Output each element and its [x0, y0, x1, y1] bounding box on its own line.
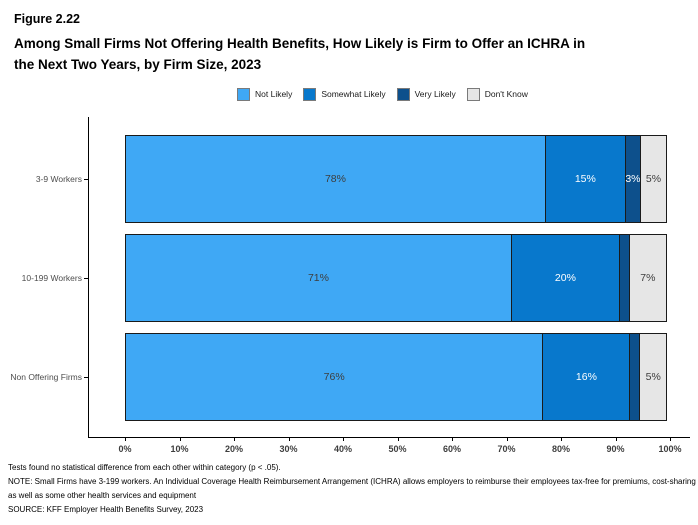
- value-label: 7%: [640, 272, 656, 284]
- legend: Not Likely Somewhat Likely Very Likely Don'…: [237, 86, 528, 102]
- x-axis-tick: [615, 437, 617, 441]
- footnotes: Tests found no statistical difference fr…: [8, 461, 696, 517]
- value-label: 16%: [575, 371, 597, 383]
- footnote-stats: Tests found no statistical difference fr…: [8, 463, 281, 472]
- footnote-source: SOURCE: KFF Employer Health Benefits Sur…: [8, 505, 204, 514]
- y-axis-tick: [84, 377, 88, 378]
- legend-label-don-t-know: Don't Know: [484, 89, 528, 99]
- bar-10-199-workers: 71% 20% 7%: [125, 234, 670, 322]
- legend-label-somewhat-likely: Somewhat Likely: [321, 89, 386, 99]
- bar-3-9-workers-segment-very-likely: 3%: [624, 135, 642, 223]
- x-axis-label-60: 60%: [442, 444, 461, 454]
- bar-10-199-workers-segment-don-t-know: 7%: [628, 234, 667, 322]
- legend-swatch-somewhat-likely: [303, 87, 317, 101]
- value-label: 20%: [554, 272, 576, 284]
- legend-label-not-likely: Not Likely: [255, 89, 293, 99]
- bar-10-199-workers-segment-somewhat-likely: 20%: [510, 234, 620, 322]
- bar-3-9-workers-segment-not-likely: 78%: [125, 135, 546, 223]
- figure-number: Figure 2.22: [14, 12, 80, 26]
- bar-non-offering-firms-segment-somewhat-likely: 16%: [542, 333, 631, 421]
- legend-swatch-don-t-know: [466, 87, 480, 101]
- value-label: 15%: [574, 173, 596, 185]
- x-axis-tick: [670, 437, 671, 441]
- x-axis-tick: [397, 437, 399, 441]
- y-axis-line: [88, 117, 89, 437]
- y-axis-label-10-199-workers: 10-199 Workers: [21, 273, 82, 283]
- x-axis-tick: [343, 437, 344, 441]
- footnote-note: NOTE: Small Firms have 3-199 workers. An…: [8, 477, 696, 500]
- value-label: 78%: [324, 173, 346, 185]
- legend-label-very-likely: Very Likely: [414, 89, 456, 99]
- x-axis-tick: [506, 437, 508, 441]
- x-axis-label-40: 40%: [333, 444, 352, 454]
- x-axis-tick: [288, 437, 290, 441]
- legend-item-don-t-know: Don't Know: [466, 87, 528, 101]
- x-axis-label-20: 20%: [224, 444, 243, 454]
- y-axis-tick: [84, 179, 88, 180]
- legend-item-very-likely: Very Likely: [396, 87, 456, 101]
- legend-swatch-very-likely: [396, 87, 410, 101]
- bar-non-offering-firms-segment-don-t-know: 5%: [639, 333, 667, 421]
- bar-non-offering-firms-segment-not-likely: 76%: [125, 333, 544, 421]
- title-line-1: Among Small Firms Not Offering Health Be…: [14, 36, 586, 51]
- x-axis-label-70: 70%: [497, 444, 516, 454]
- x-axis-label-90: 90%: [606, 444, 625, 454]
- x-axis-label-50: 50%: [388, 444, 407, 454]
- x-axis-label-100: 100%: [658, 444, 682, 454]
- x-axis-label-30: 30%: [279, 444, 298, 454]
- value-label: 5%: [645, 371, 661, 383]
- x-axis-line: [88, 437, 690, 438]
- legend-item-somewhat-likely: Somewhat Likely: [303, 87, 386, 101]
- x-axis-label-10: 10%: [170, 444, 189, 454]
- bar-3-9-workers-segment-somewhat-likely: 15%: [544, 135, 626, 223]
- page-title: Among Small Firms Not Offering Health Be…: [14, 33, 684, 75]
- x-axis-label-80: 80%: [551, 444, 570, 454]
- x-axis-tick: [234, 437, 235, 441]
- bar-3-9-workers-segment-don-t-know: 5%: [640, 135, 667, 223]
- bar-3-9-workers: 78% 15% 3% 5%: [125, 135, 670, 223]
- x-axis-tick: [179, 437, 181, 441]
- x-axis-tick: [452, 437, 453, 441]
- bar-non-offering-firms: 76% 16% 5%: [125, 333, 670, 421]
- title-line-2: the Next Two Years, by Firm Size, 2023: [14, 57, 262, 72]
- value-label: 5%: [645, 173, 662, 185]
- x-axis-label-0: 0%: [118, 444, 132, 454]
- x-axis-tick: [561, 437, 562, 441]
- y-axis-label-3-9-workers: 3-9 Workers: [35, 174, 82, 184]
- bar-10-199-workers-segment-not-likely: 71%: [125, 234, 512, 322]
- x-axis-tick: [125, 437, 126, 441]
- y-axis-label-non-offering-firms: Non Offering Firms: [10, 372, 82, 382]
- legend-item-not-likely: Not Likely: [237, 87, 293, 101]
- legend-swatch-not-likely: [237, 87, 250, 101]
- value-label: 71%: [307, 272, 329, 284]
- value-label: 3%: [625, 173, 641, 185]
- value-label: 76%: [323, 371, 345, 383]
- y-axis-tick: [84, 278, 88, 279]
